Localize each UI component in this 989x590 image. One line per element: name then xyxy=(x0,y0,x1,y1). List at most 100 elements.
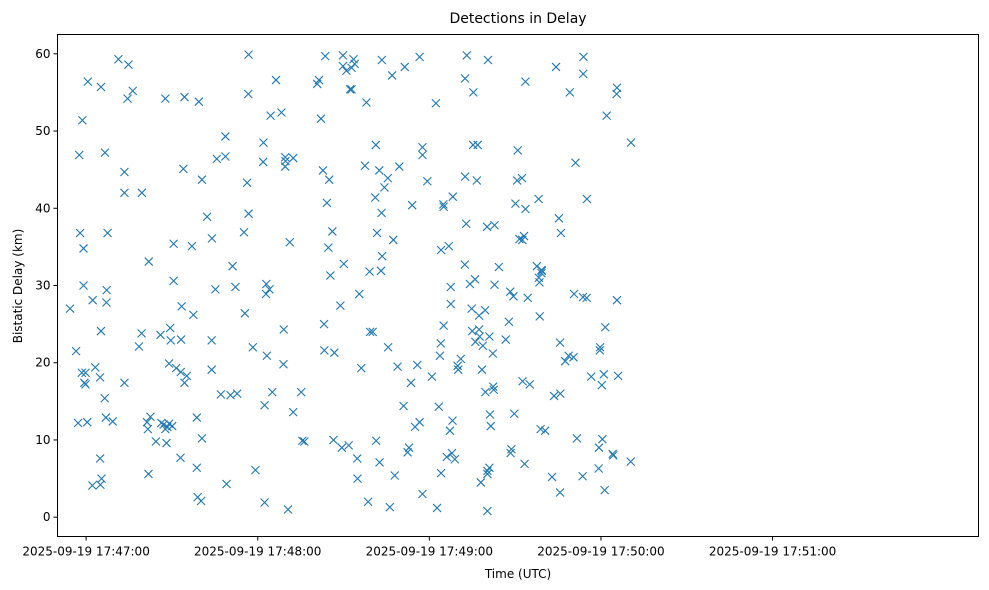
data-point xyxy=(418,489,427,499)
data-point xyxy=(453,361,463,371)
data-point xyxy=(345,84,355,94)
data-point xyxy=(377,55,387,65)
data-point xyxy=(612,83,622,93)
data-point xyxy=(260,498,269,507)
data-point xyxy=(299,437,309,446)
data-point xyxy=(267,387,277,397)
data-point xyxy=(473,140,483,150)
data-point xyxy=(108,417,118,426)
data-point xyxy=(488,382,498,392)
data-point xyxy=(100,393,110,403)
data-point xyxy=(446,282,456,292)
data-point xyxy=(162,438,171,448)
data-point xyxy=(467,326,477,336)
data-point xyxy=(462,50,472,60)
data-point xyxy=(101,413,111,422)
data-point xyxy=(571,158,580,168)
data-point xyxy=(537,266,547,276)
data-point xyxy=(143,424,153,434)
data-point xyxy=(165,323,175,333)
data-point xyxy=(363,497,373,507)
data-point xyxy=(192,463,202,473)
data-point xyxy=(261,289,271,299)
data-point xyxy=(350,59,360,69)
data-point xyxy=(393,362,402,371)
data-point xyxy=(490,220,499,230)
data-point xyxy=(453,365,463,375)
data-point xyxy=(251,465,260,475)
data-point xyxy=(512,176,522,185)
data-point xyxy=(362,98,371,107)
data-point xyxy=(483,506,492,516)
data-point xyxy=(325,271,335,280)
data-point xyxy=(400,62,410,72)
data-point xyxy=(277,108,286,117)
data-point xyxy=(182,371,192,381)
data-point xyxy=(578,471,588,481)
data-point xyxy=(316,114,326,124)
data-point xyxy=(244,50,253,59)
data-point xyxy=(460,260,470,270)
data-point xyxy=(608,449,618,459)
data-point xyxy=(210,284,220,294)
data-point xyxy=(472,176,482,185)
data-point xyxy=(160,94,170,103)
data-point xyxy=(613,371,623,381)
data-point xyxy=(177,301,187,311)
data-point xyxy=(77,368,87,378)
data-point xyxy=(180,378,189,388)
data-point xyxy=(436,468,446,478)
data-point xyxy=(485,332,494,341)
data-point xyxy=(71,346,81,356)
data-point xyxy=(540,426,550,436)
data-point xyxy=(511,199,520,209)
data-point xyxy=(216,390,226,399)
data-point xyxy=(280,152,290,162)
data-point xyxy=(239,227,249,237)
data-point xyxy=(572,434,582,443)
data-point xyxy=(88,481,97,490)
data-point xyxy=(399,401,408,411)
data-point xyxy=(608,451,618,460)
y-tick-label: 60 xyxy=(35,47,50,61)
data-point xyxy=(534,194,543,204)
data-point xyxy=(176,367,186,377)
data-point xyxy=(96,326,106,336)
data-point xyxy=(221,132,230,141)
data-point xyxy=(444,241,454,251)
data-point xyxy=(353,474,362,483)
data-point xyxy=(474,325,484,334)
data-point xyxy=(446,299,456,309)
data-point xyxy=(494,262,504,272)
x-tick-label: 2025-09-19 17:51:00 xyxy=(709,545,836,559)
plot-frame xyxy=(57,34,979,537)
data-point xyxy=(283,505,293,514)
data-point xyxy=(564,351,574,361)
data-point xyxy=(192,413,202,422)
data-point xyxy=(323,243,333,253)
data-point xyxy=(137,188,147,198)
data-point xyxy=(188,310,198,320)
data-point xyxy=(597,380,607,390)
data-point xyxy=(95,373,105,382)
data-point xyxy=(194,97,204,107)
data-point xyxy=(468,88,478,97)
data-point xyxy=(460,74,470,83)
y-tick-label: 20 xyxy=(35,356,50,370)
data-point xyxy=(354,289,364,299)
data-point xyxy=(82,417,92,427)
data-point xyxy=(335,301,345,310)
data-point xyxy=(65,304,75,314)
data-point xyxy=(597,434,607,444)
data-point xyxy=(412,360,422,370)
data-point xyxy=(360,161,370,171)
data-point xyxy=(337,443,347,453)
data-point xyxy=(488,349,498,358)
data-point xyxy=(259,138,268,148)
data-point xyxy=(339,259,349,269)
data-point xyxy=(422,176,432,186)
data-point xyxy=(375,457,384,467)
data-point xyxy=(467,304,477,314)
data-point xyxy=(271,75,281,85)
data-point xyxy=(242,178,252,188)
